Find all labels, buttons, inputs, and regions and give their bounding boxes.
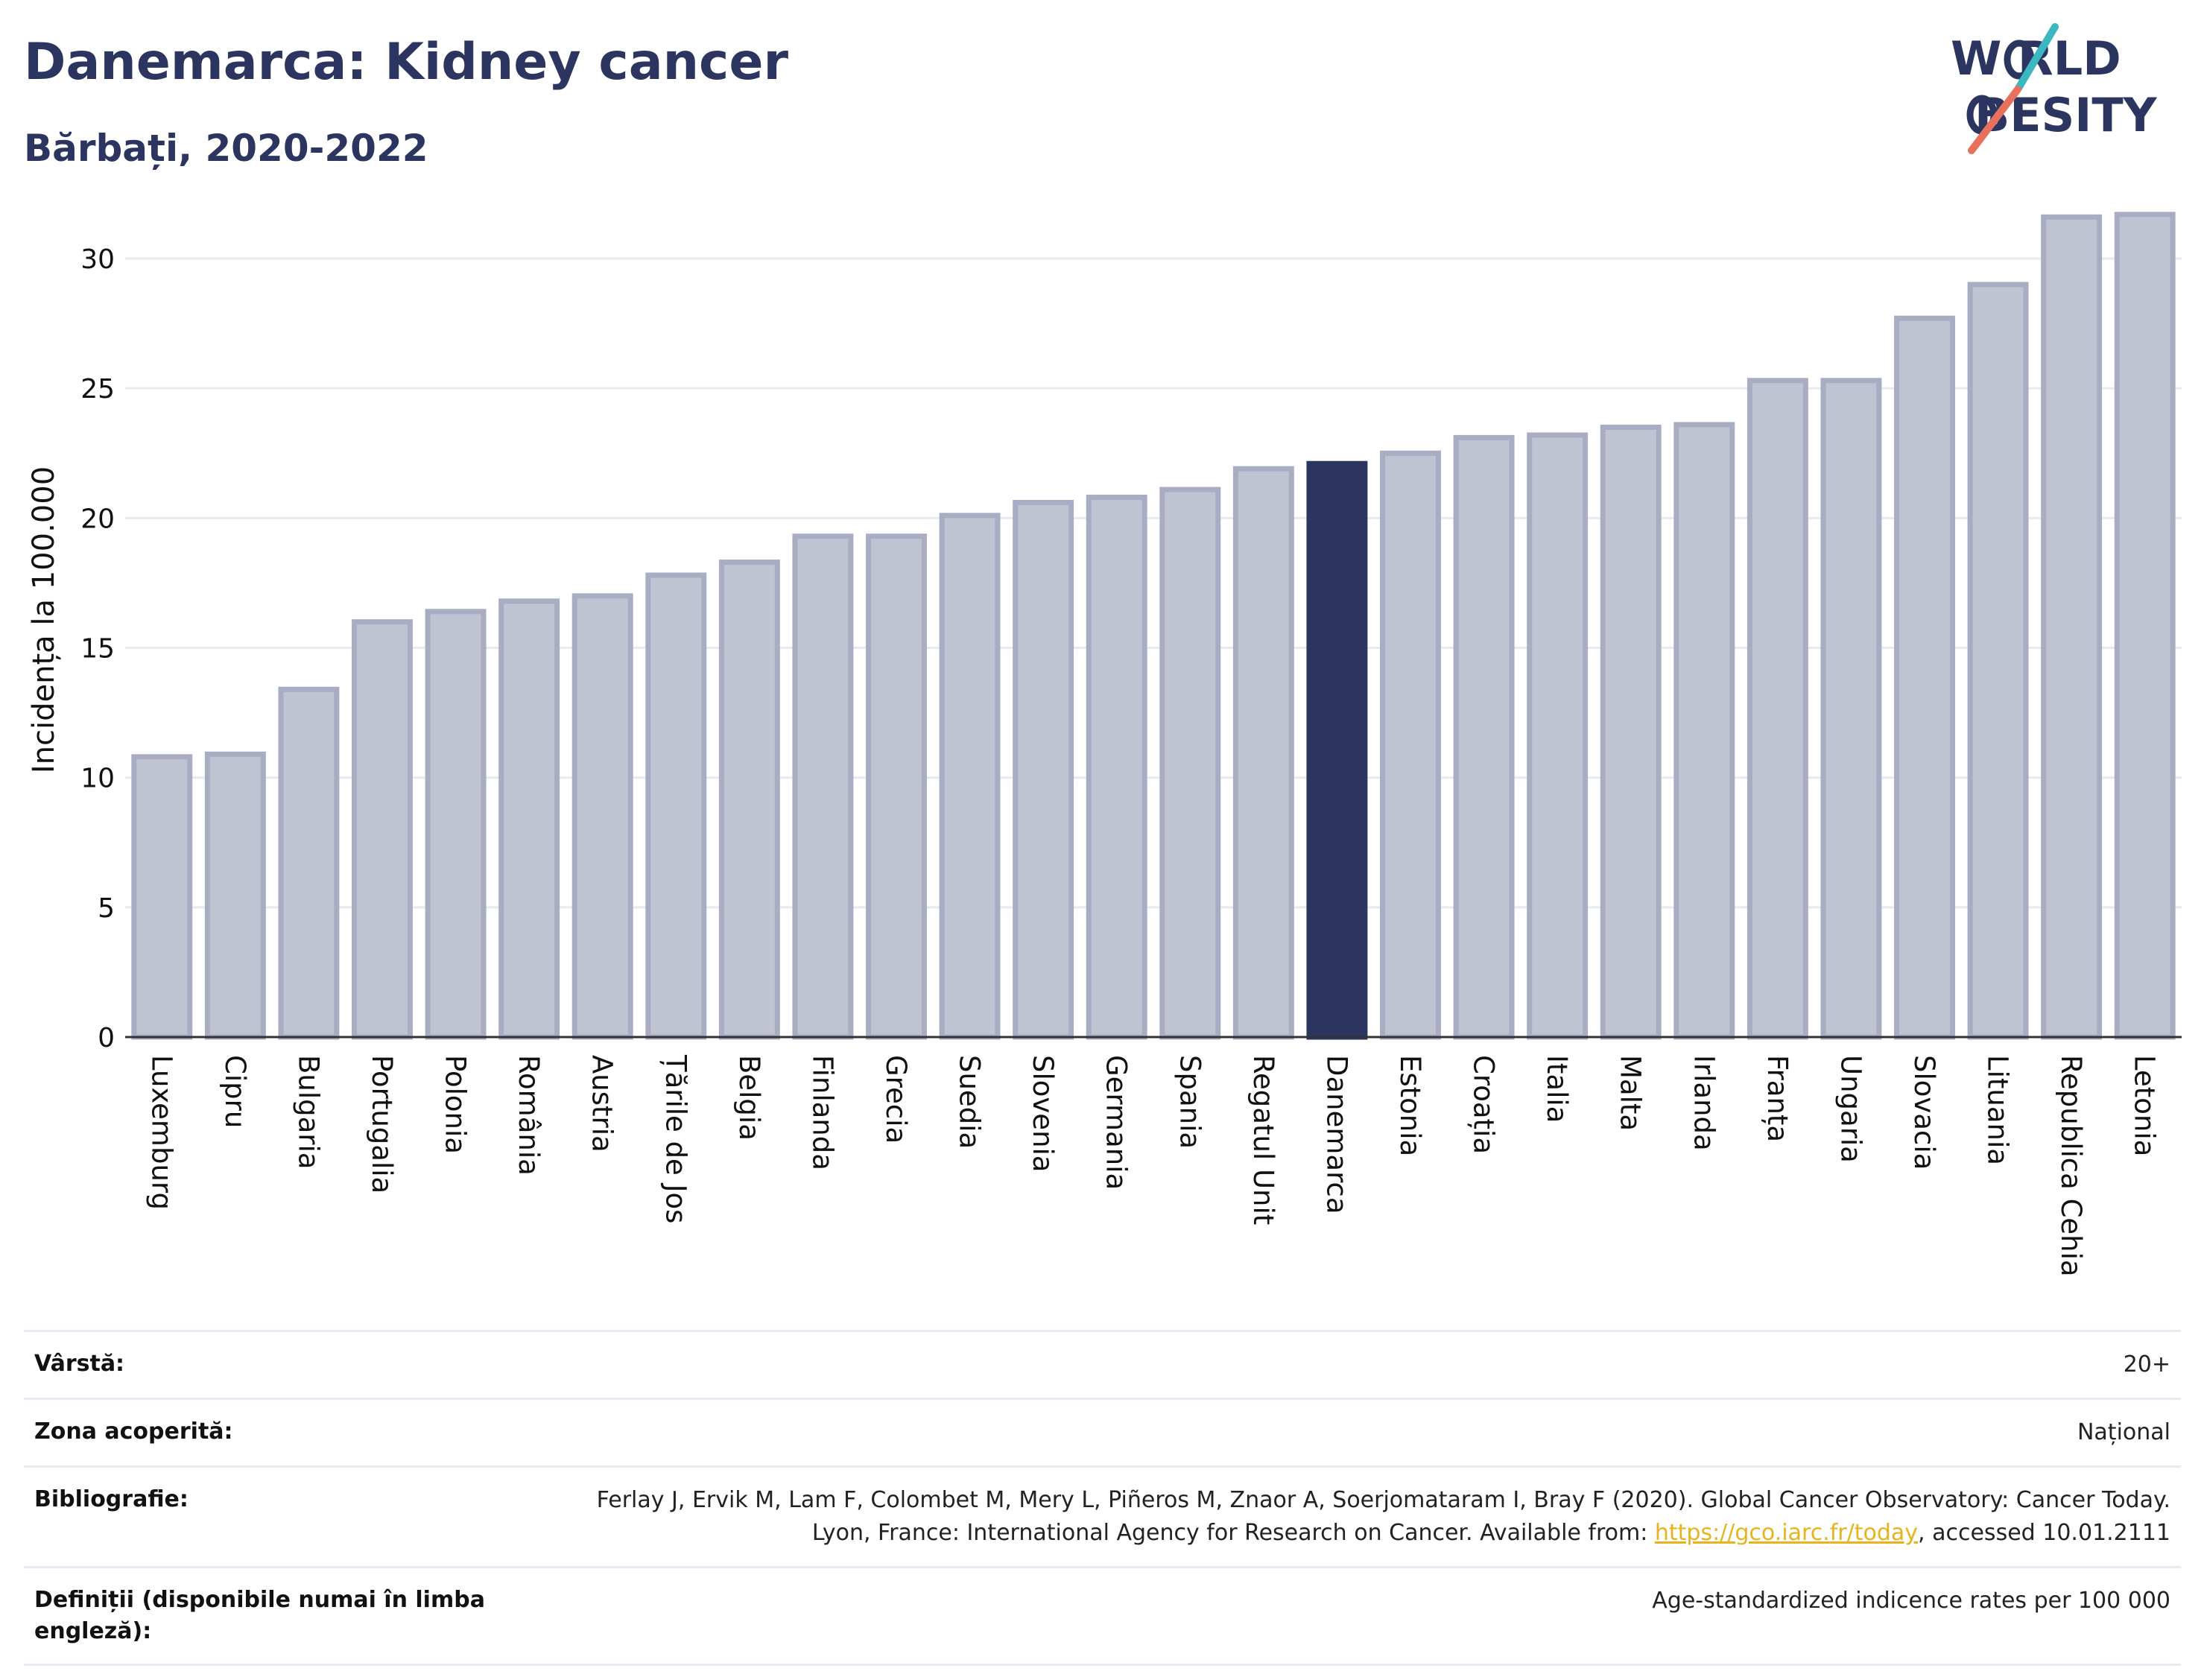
bar: [1159, 486, 1221, 1040]
bibliography-link[interactable]: https://gco.iarc.fr/today: [1654, 1520, 1919, 1546]
x-tick-label: Țările de Jos: [659, 1054, 691, 1223]
bar: [1673, 422, 1735, 1040]
x-tick-label: Slovacia: [1908, 1055, 1940, 1170]
x-tick-label: Danemarca: [1320, 1055, 1352, 1214]
bibliography-text-2: , accessed 10.01.2111: [1918, 1520, 2170, 1546]
x-tick-label: Polonia: [440, 1055, 472, 1154]
bar: [792, 533, 854, 1040]
x-tick-label: Letonia: [2129, 1055, 2161, 1156]
logo-slash-teal: [2014, 23, 2059, 93]
meta-age-value: 20+: [2123, 1351, 2170, 1378]
x-tick-label: Croația: [1468, 1055, 1500, 1154]
x-tick-label: Ungaria: [1834, 1055, 1866, 1163]
meta-row-age: Vârstă: 20+: [24, 1330, 2181, 1398]
bar: [1820, 378, 1882, 1040]
x-tick-labels: Luxemburg Cipru Bulgaria Portugalia Polonia R…: [145, 1054, 2160, 1277]
x-tick-label: Malta: [1615, 1055, 1647, 1131]
meta-row-definitions: Definiții (disponibile numai în limba en…: [24, 1566, 2181, 1666]
x-tick-label: Cipru: [219, 1055, 251, 1128]
x-tick-label: Republica Cehia: [2055, 1055, 2087, 1277]
meta-area-label: Zona acoperită:: [34, 1419, 233, 1445]
meta-row-bibliography: Bibliografie: Ferlay J, Ervik M, Lam F, …: [24, 1465, 2181, 1566]
bar: [571, 593, 633, 1040]
bar: [1380, 450, 1441, 1040]
bar: [718, 560, 780, 1040]
meta-area-value: Național: [2077, 1419, 2170, 1445]
bar: [1013, 499, 1074, 1040]
bibliography-text-1: Ferlay J, Ervik M, Lam F, Colombet M, Me…: [596, 1487, 2170, 1546]
meta-row-area: Zona acoperită: Național: [24, 1398, 2181, 1465]
x-tick-label: Lituania: [1982, 1055, 2014, 1165]
y-tick-label: 10: [80, 764, 115, 794]
x-tick-label: Belgia: [733, 1055, 765, 1141]
chart-title: Danemarca: Kidney cancer: [24, 33, 788, 92]
meta-bibliography-value: Ferlay J, Ervik M, Lam F, Colombet M, Me…: [569, 1484, 2170, 1550]
x-tick-label: Grecia: [880, 1055, 912, 1144]
meta-age-label: Vârstă:: [34, 1351, 125, 1377]
logo-line-2: BESITY: [1975, 88, 2158, 142]
x-tick-label: Finlanda: [806, 1055, 838, 1170]
bar: [1527, 432, 1589, 1040]
x-tick-label: Austria: [586, 1055, 618, 1153]
x-tick-label: Franța: [1761, 1055, 1793, 1142]
x-tick-label: Spania: [1174, 1055, 1206, 1149]
meta-definitions-value: Age-standardized indicence rates per 100…: [1652, 1588, 2170, 1614]
x-tick-label: Regatul Unit: [1247, 1055, 1279, 1225]
x-tick-label: Bulgaria: [292, 1055, 324, 1169]
bar: [352, 619, 413, 1040]
bar: [498, 598, 560, 1040]
x-tick-label: România: [513, 1055, 545, 1176]
bar: [1086, 495, 1147, 1040]
logo-slash-red: [1968, 86, 2021, 154]
bar: [939, 513, 1001, 1040]
bars: [131, 212, 2176, 1040]
bar-highlighted: [1306, 460, 1368, 1040]
metadata-table: Vârstă: 20+ Zona acoperită: Național Bib…: [24, 1330, 2181, 1666]
x-tick-label: Suedia: [954, 1055, 986, 1149]
y-tick-label: 5: [98, 893, 115, 924]
y-axis-label: Incidența la 100.000: [27, 466, 61, 773]
bar: [1747, 378, 1808, 1040]
y-tick-labels: 0 5 10 15 20 25 30: [80, 244, 115, 1053]
bar: [2114, 212, 2176, 1040]
x-tick-label: Estonia: [1394, 1055, 1426, 1156]
bar: [2041, 214, 2103, 1040]
x-tick-label: Portugalia: [366, 1055, 398, 1194]
bar: [1894, 315, 1955, 1040]
bar: [645, 572, 707, 1040]
x-tick-label: Irlanda: [1688, 1055, 1720, 1151]
bar-chart: 0 5 10 15 20 25 30 Luxemburg Cipru Bulgaria Portu…: [27, 212, 2182, 1277]
bar: [131, 754, 193, 1040]
bar: [204, 751, 266, 1040]
y-tick-label: 0: [98, 1023, 115, 1053]
y-tick-label: 15: [80, 634, 115, 665]
meta-definitions-label: Definiții (disponibile numai în limba en…: [34, 1587, 485, 1644]
bar: [278, 686, 340, 1040]
chart-subtitle: Bărbați, 2020-2022: [24, 127, 428, 170]
x-tick-label: Luxemburg: [145, 1055, 177, 1210]
bar: [866, 533, 927, 1040]
y-tick-label: 30: [80, 244, 115, 275]
bar: [1453, 434, 1515, 1040]
world-obesity-logo: W RLD BESITY: [1951, 23, 2158, 154]
bar: [1232, 466, 1294, 1040]
x-tick-label: Slovenia: [1027, 1055, 1059, 1172]
bar: [425, 609, 487, 1040]
y-tick-label: 25: [80, 374, 115, 405]
x-tick-label: Germania: [1101, 1055, 1133, 1190]
bar: [1600, 424, 1662, 1040]
y-tick-label: 20: [80, 504, 115, 534]
meta-bibliography-label: Bibliografie:: [34, 1486, 189, 1512]
bar: [1967, 282, 2029, 1040]
x-tick-label: Italia: [1541, 1055, 1573, 1123]
